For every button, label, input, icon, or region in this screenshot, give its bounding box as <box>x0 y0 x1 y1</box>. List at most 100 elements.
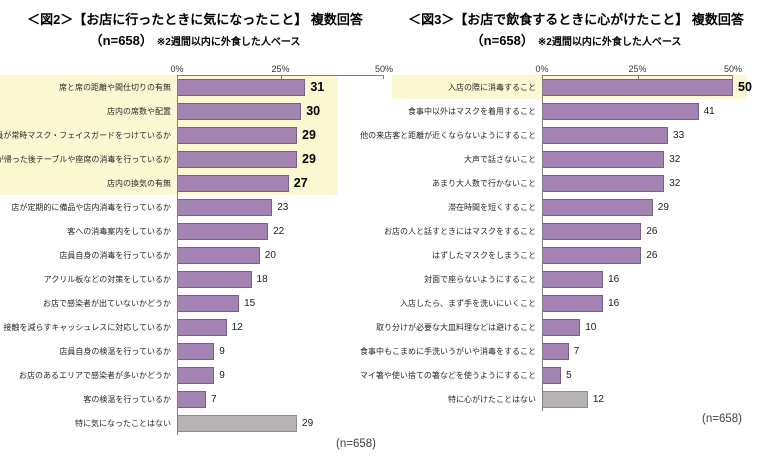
bar-category-label: 店が定期的に備品や店内消毒を行っているか <box>11 202 171 212</box>
bar-category-label: 店内の席数や配置 <box>107 106 171 116</box>
bar-row: 入店の際に消毒すること 50 <box>392 75 760 99</box>
bar-row: 席と席の距離や間仕切りの有無 31 <box>0 75 390 99</box>
bar-value: 7 <box>210 393 217 405</box>
bar-row: 店員自身の検温を行っているか 9 <box>0 339 390 363</box>
bar-value: 26 <box>646 225 658 237</box>
bar-zone: 7 <box>177 387 390 411</box>
bar-value: 18 <box>256 273 268 285</box>
bar-value: 29 <box>302 128 316 142</box>
bar-value: 20 <box>264 249 276 261</box>
bar-row: 客の検温を行っているか 7 <box>0 387 390 411</box>
bar-category-label: 食事中もこまめに手洗いうがいや消毒をすること <box>360 346 536 356</box>
x-axis-line <box>542 75 733 79</box>
bar-value: 16 <box>608 297 620 309</box>
bar-row: 客が帰った後テーブルや座席の消毒を行っているか 29 <box>0 147 390 171</box>
bar-purple <box>542 78 733 96</box>
bar-row: 対面で座らないようにすること 16 <box>392 267 760 291</box>
bar-category-label: 滞在時間を短くすること <box>448 202 536 212</box>
bar-category-label: 客が帰った後テーブルや座席の消毒を行っているか <box>0 154 171 164</box>
bar-value: 26 <box>646 249 658 261</box>
bar-value: 16 <box>608 273 620 285</box>
bar-purple <box>542 366 562 384</box>
y-axis-line <box>177 75 178 435</box>
bar-value: 31 <box>310 80 325 94</box>
tick-label-0: 0% <box>535 64 549 74</box>
bar-category-label: 特に気になったことはない <box>75 418 171 428</box>
chart-figure2: ＜図2＞【お店に行ったときに気になったこと】 複数回答 （n=658） ※2週間以… <box>0 12 393 450</box>
bar-purple <box>542 270 604 288</box>
bar-category-label: 対面で座らないようにすること <box>424 274 536 284</box>
sample-size-footnote: (n=658) <box>702 413 742 425</box>
bar-row: 他の来店客と距離が近くならないようにすること 33 <box>360 123 760 147</box>
sample-size-footnote: (n=658) <box>336 438 376 450</box>
bar-value: 50 <box>738 80 752 94</box>
bar-row: 食事中もこまめに手洗いうがいや消毒をすること 7 <box>360 339 760 363</box>
bar-zone: 29 <box>177 123 390 147</box>
bar-zone: 12 <box>177 315 390 339</box>
tick-label-25: 25% <box>628 64 647 74</box>
bar-zone: 29 <box>542 195 760 219</box>
bar-purple <box>177 174 289 192</box>
bar-value: 10 <box>585 321 597 333</box>
chart-title-sub: （n=658） ※2週間以内に外食した人ベース <box>392 30 760 50</box>
chart-title-sub: （n=658） ※2週間以内に外食した人ベース <box>0 30 390 50</box>
bar-zone: 18 <box>177 267 390 291</box>
bar-row: お店で感染者が出ていないかどうか 15 <box>0 291 390 315</box>
bar-category-label: 接触を減らすキャッシュレスに対応しているか <box>3 322 171 332</box>
bar-row: アクリル板などの対策をしているか 18 <box>0 267 390 291</box>
bar-category-label: 他の来店客と距離が近くならないようにすること <box>360 130 536 140</box>
bar-zone: 27 <box>177 171 390 195</box>
bar-gray <box>177 414 298 432</box>
bar-category-label: 店員自身の検温を行っているか <box>59 346 171 356</box>
bar-zone: 29 <box>177 147 390 171</box>
bar-purple <box>177 222 269 240</box>
axis-tick <box>280 75 282 79</box>
bar-row: お店の人と話すときにはマスクをすること 26 <box>384 219 760 243</box>
tick-label-0: 0% <box>170 64 184 74</box>
bar-purple <box>542 126 669 144</box>
bar-value: 29 <box>302 417 314 429</box>
bar-row: 客への消毒案内をしているか 22 <box>0 219 390 243</box>
sample-size: （n=658） <box>89 33 153 48</box>
x-axis-tick-labels: 0% 25% 50% <box>535 62 742 75</box>
bar-zone: 50 <box>542 75 760 99</box>
bar-rows: 席と席の距離や間仕切りの有無 31 店内の席数や配置 30 店員が常時マスク・フェイスガ… <box>0 75 390 435</box>
bar-purple <box>177 246 260 264</box>
bar-category-label: 食事中以外はマスクを着用すること <box>408 106 536 116</box>
bar-category-label: 店内の換気の有無 <box>107 178 171 188</box>
plot-area: 入店の際に消毒すること 50 食事中以外はマスクを着用すること 41 他の来店客と距離が… <box>359 75 760 411</box>
bar-zone: 9 <box>177 363 390 387</box>
base-note: ※2週間以内に外食した人ベース <box>156 37 301 48</box>
bar-category-label: 特に心がけたことはない <box>448 394 536 404</box>
bar-category-label: お店の人と話すときにはマスクをすること <box>384 226 536 236</box>
bar-category-label: マイ箸や使い捨ての箸などを使うようにすること <box>359 370 536 380</box>
bar-purple <box>177 318 227 336</box>
bar-purple <box>542 246 642 264</box>
bar-zone: 32 <box>542 147 760 171</box>
tick-label-25: 25% <box>271 64 290 74</box>
bar-category-label: 店員自身の消毒を行っているか <box>59 250 171 260</box>
bar-purple <box>177 150 298 168</box>
bar-purple <box>177 198 273 216</box>
bar-zone: 32 <box>542 171 760 195</box>
chart-figure3: ＜図3＞【お店で飲食するときに心がけたこと】 複数回答 （n=658） ※2週間以… <box>359 0 760 461</box>
bar-row: 店内の換気の有無 27 <box>0 171 390 195</box>
bar-zone: 12 <box>542 387 760 411</box>
bar-row: 接触を減らすキャッシュレスに対応しているか 12 <box>0 315 390 339</box>
bar-category-label: 店員が常時マスク・フェイスガードをつけているか <box>0 130 171 140</box>
bar-zone: 9 <box>177 339 390 363</box>
bar-gray <box>542 390 588 408</box>
bar-row: 取り分けが必要な大皿料理などは避けること 10 <box>376 315 760 339</box>
bar-purple <box>542 342 569 360</box>
bar-purple <box>542 318 581 336</box>
bar-zone: 7 <box>542 339 760 363</box>
bar-row: 滞在時間を短くすること 29 <box>392 195 760 219</box>
bar-value: 33 <box>673 129 685 141</box>
bar-row: お店のあるエリアで感染者が多いかどうか 9 <box>0 363 390 387</box>
bar-value: 9 <box>219 345 225 357</box>
bar-zone: 16 <box>542 267 760 291</box>
bar-category-label: 大声で話さないこと <box>464 154 536 164</box>
bar-category-label: 取り分けが必要な大皿料理などは避けること <box>376 322 536 332</box>
bar-purple <box>177 366 215 384</box>
